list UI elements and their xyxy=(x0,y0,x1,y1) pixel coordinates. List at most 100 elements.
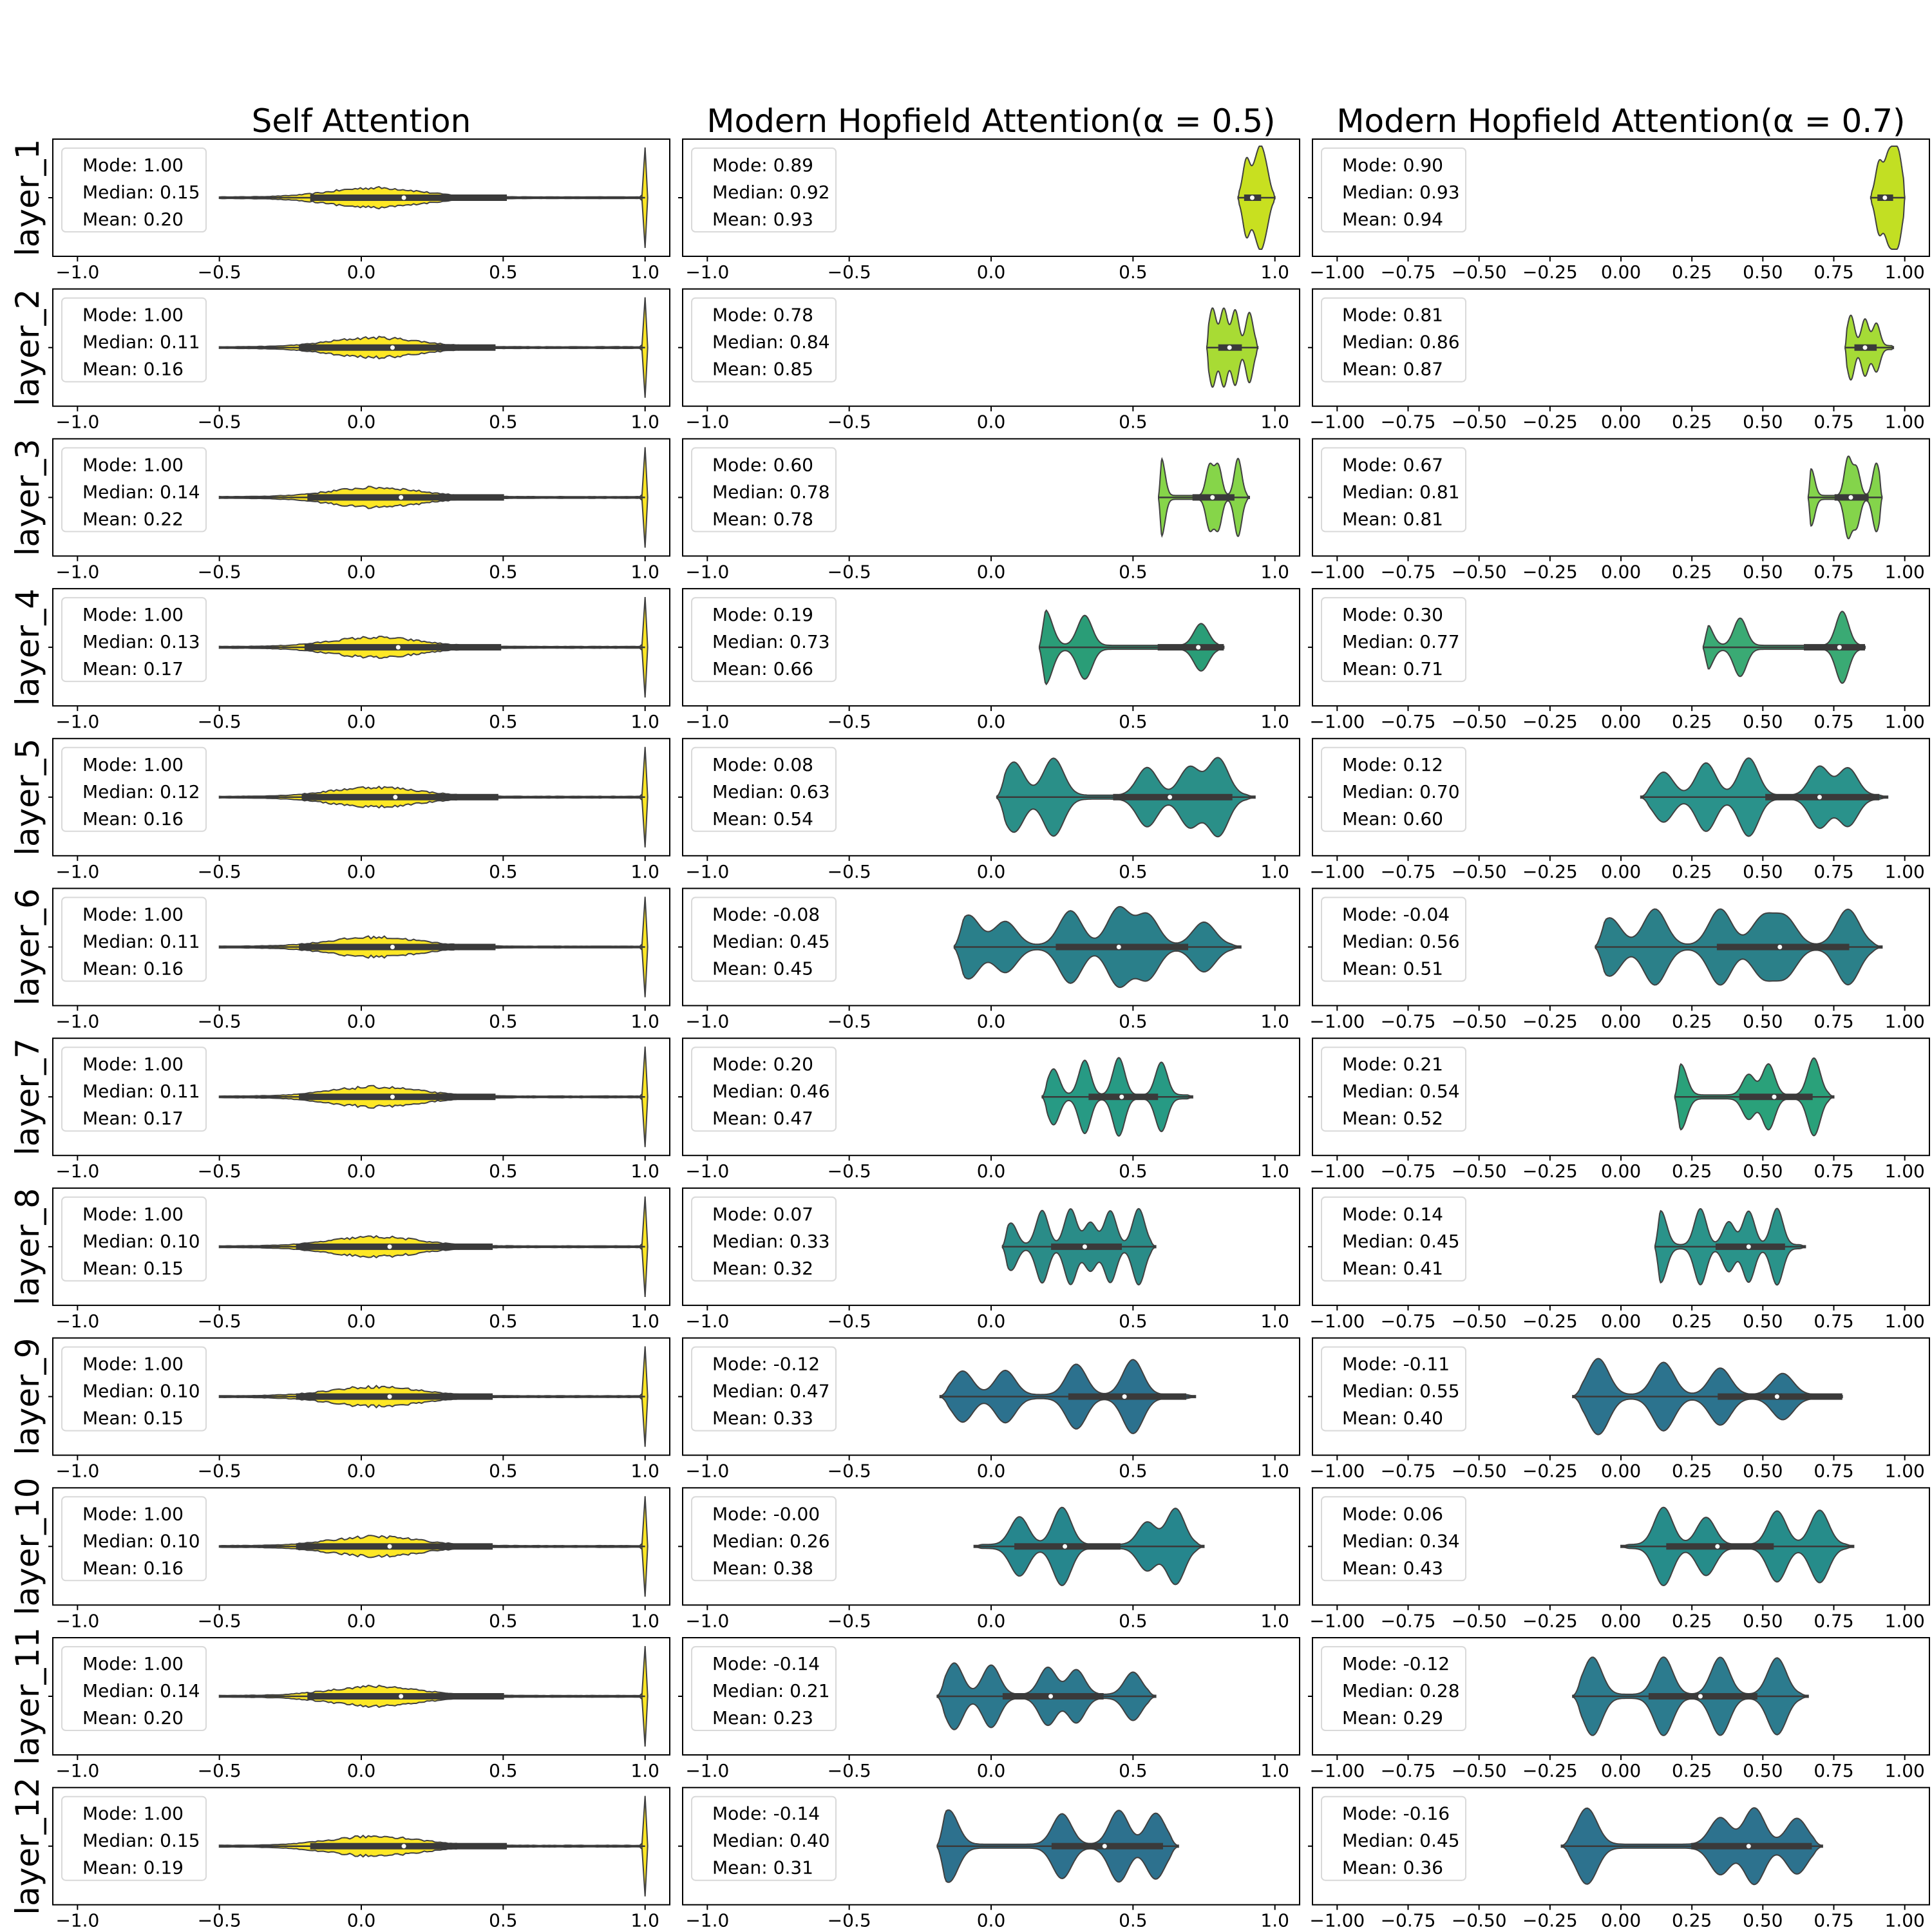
x-tick-label: −0.5 xyxy=(198,1311,242,1332)
stats-legend-box xyxy=(691,1496,837,1582)
stat-mean: Mean: 0.45 xyxy=(712,958,813,980)
panel-layer_3-col3: −1.00 −0.75 −0.50 −0.25 0.00 0.25 0.50 0.75 1.00… xyxy=(1308,438,1930,582)
x-tick-label: 1.0 xyxy=(630,861,659,882)
x-tick-label: 0.0 xyxy=(977,1910,1006,1931)
x-tick-label: 1.0 xyxy=(630,1461,659,1482)
x-tick-label: 0.75 xyxy=(1814,711,1853,732)
x-tick-label: 0.50 xyxy=(1743,1910,1783,1931)
median-dot xyxy=(1837,645,1842,650)
x-tick-label: 1.0 xyxy=(1260,1461,1289,1482)
x-tick-label: 0.5 xyxy=(489,1910,518,1931)
x-tick-label: 1.0 xyxy=(630,1011,659,1032)
x-tick-label: −0.25 xyxy=(1522,1910,1578,1931)
median-dot xyxy=(1249,195,1255,200)
stats-legend-box xyxy=(61,297,207,383)
panel-layer_8-col2: −1.0 −0.5 0.0 0.5 1.0 Mode: 0.07 Median: 0.33 M… xyxy=(678,1187,1300,1332)
x-tick-label: 0.5 xyxy=(489,561,518,582)
x-tick-label: 0.75 xyxy=(1814,1760,1853,1781)
x-tick-label: 0.75 xyxy=(1814,1011,1853,1032)
x-tick-label: −0.5 xyxy=(198,261,242,283)
iqr-box xyxy=(296,1393,493,1400)
panel-layer_7-col2: −1.0 −0.5 0.0 0.5 1.0 Mode: 0.20 Median: 0.46 M… xyxy=(678,1037,1300,1182)
x-tick-label: −0.50 xyxy=(1452,711,1507,732)
x-tick-label: 1.00 xyxy=(1885,1461,1925,1482)
median-dot xyxy=(1122,1394,1127,1399)
x-tick-label: 0.50 xyxy=(1743,1160,1783,1182)
x-tick-label: −0.25 xyxy=(1522,861,1578,882)
iqr-box xyxy=(307,1693,504,1700)
stat-median: Median: 0.15 xyxy=(82,182,200,203)
iqr-box xyxy=(1113,793,1233,800)
stats-legend-box xyxy=(691,1046,837,1132)
stat-mode: Mode: 0.67 xyxy=(1342,454,1443,475)
x-tick-label: 0.00 xyxy=(1601,1160,1641,1182)
panel-layer_6-col2: −1.0 −0.5 0.0 0.5 1.0 Mode: -0.08 Median: 0.45… xyxy=(678,887,1300,1032)
row-label-layer_4: layer_4 xyxy=(9,589,46,706)
stat-mode: Mode: 0.81 xyxy=(1342,305,1443,326)
median-dot xyxy=(1082,1244,1087,1249)
stat-median: Median: 0.15 xyxy=(82,1830,200,1852)
stats-legend-box xyxy=(61,447,207,533)
stat-mode: Mode: 1.00 xyxy=(82,904,184,925)
x-tick-label: 0.5 xyxy=(489,412,518,433)
stat-median: Median: 0.10 xyxy=(82,1530,200,1551)
panel-layer_11-col3: −1.00 −0.75 −0.50 −0.25 0.00 0.25 0.50 0.75 1.00… xyxy=(1308,1637,1930,1781)
iqr-box xyxy=(1648,1693,1757,1700)
x-tick-label: 1.0 xyxy=(630,1760,659,1781)
stat-mode: Mode: 0.89 xyxy=(712,155,813,176)
panel-layer_6-col3: −1.00 −0.75 −0.50 −0.25 0.00 0.25 0.50 0.75 1.00… xyxy=(1308,887,1930,1032)
stat-mode: Mode: 1.00 xyxy=(82,604,184,625)
stat-mean: Mean: 0.54 xyxy=(712,808,813,829)
stat-median: Median: 0.33 xyxy=(712,1231,830,1252)
stat-mean: Mean: 0.78 xyxy=(712,508,813,529)
stat-median: Median: 0.11 xyxy=(82,1081,200,1102)
median-dot xyxy=(1774,1394,1779,1399)
stat-mean: Mean: 0.15 xyxy=(82,1408,184,1429)
median-dot xyxy=(390,1094,395,1099)
stat-median: Median: 0.10 xyxy=(82,1381,200,1402)
x-tick-label: 0.5 xyxy=(1119,261,1148,283)
x-tick-label: 0.0 xyxy=(347,1311,376,1332)
x-tick-label: −0.50 xyxy=(1452,1610,1507,1631)
panel-layer_4-col2: −1.0 −0.5 0.0 0.5 1.0 Mode: 0.19 Median: 0.73 M… xyxy=(678,588,1300,732)
x-tick-label: 1.0 xyxy=(1260,1760,1289,1781)
stat-mode: Mode: 1.00 xyxy=(82,1503,184,1524)
stat-mean: Mean: 0.60 xyxy=(1342,808,1443,829)
stat-mean: Mean: 0.16 xyxy=(82,359,184,380)
median-dot xyxy=(1848,495,1853,500)
stat-mode: Mode: 0.06 xyxy=(1342,1503,1443,1524)
stats-legend-box xyxy=(61,1646,207,1731)
x-tick-label: 1.0 xyxy=(1260,1910,1289,1931)
x-tick-label: −1.0 xyxy=(685,1011,729,1032)
stat-median: Median: 0.26 xyxy=(712,1530,830,1551)
x-tick-label: 0.75 xyxy=(1814,1610,1853,1631)
panel-layer_6-col1: −1.0 −0.5 0.0 0.5 1.0 Mode: 1.00 Median: 0.11 M… xyxy=(48,887,670,1032)
panel-layer_1-col1: −1.0 −0.5 0.0 0.5 1.0 Mode: 1.00 Median: 0.15 M… xyxy=(48,138,670,283)
x-tick-label: 0.5 xyxy=(489,261,518,283)
stats-legend-box xyxy=(61,147,207,232)
x-tick-label: 0.00 xyxy=(1601,1011,1641,1032)
x-tick-label: −1.0 xyxy=(685,261,729,283)
iqr-box xyxy=(310,1842,507,1850)
stat-median: Median: 0.77 xyxy=(1342,631,1460,652)
median-dot xyxy=(1119,1094,1124,1099)
stat-mean: Mean: 0.81 xyxy=(1342,508,1443,529)
stat-mode: Mode: -0.11 xyxy=(1342,1354,1450,1375)
x-tick-label: −0.25 xyxy=(1522,1760,1578,1781)
x-tick-label: 0.0 xyxy=(977,412,1006,433)
stats-legend-box xyxy=(1321,1196,1466,1282)
stat-mean: Mean: 0.43 xyxy=(1342,1557,1443,1578)
x-tick-label: 0.5 xyxy=(1119,1011,1148,1032)
stats-legend-box xyxy=(1321,147,1466,232)
stat-median: Median: 0.93 xyxy=(1342,182,1460,203)
x-tick-label: 1.0 xyxy=(1260,1610,1289,1631)
x-tick-label: 1.0 xyxy=(1260,1311,1289,1332)
x-tick-label: 1.00 xyxy=(1885,711,1925,732)
stat-mode: Mode: 0.12 xyxy=(1342,754,1443,775)
x-tick-label: −0.25 xyxy=(1522,561,1578,582)
median-dot xyxy=(390,945,395,949)
x-tick-label: 0.0 xyxy=(977,1160,1006,1182)
stat-mode: Mode: 1.00 xyxy=(82,1354,184,1375)
x-tick-label: −0.50 xyxy=(1452,1910,1507,1931)
